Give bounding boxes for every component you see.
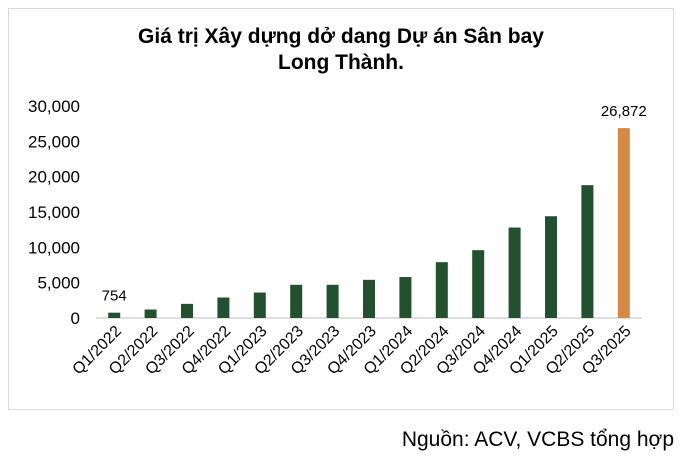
source-note: Nguồn: ACV, VCBS tổng hợp (401, 428, 674, 451)
chart-title: Giá trị Xây dựng dở dang Dự án Sân bay L… (8, 24, 674, 76)
y-tick-label: 0 (71, 309, 80, 328)
bar (144, 309, 157, 318)
data-label: 754 (102, 288, 127, 305)
bar (181, 303, 193, 318)
y-tick-label: 15,000 (28, 203, 80, 222)
chart-frame (8, 8, 674, 410)
bar (399, 277, 412, 318)
bar (253, 292, 266, 318)
data-label: 26,872 (601, 103, 647, 120)
bar (508, 227, 521, 318)
bar (290, 284, 303, 318)
bar (435, 262, 448, 318)
bar (363, 279, 375, 318)
bar (581, 185, 594, 318)
bar (617, 128, 630, 318)
bar (217, 297, 230, 318)
chart-title-line-1: Giá trị Xây dựng dở dang Dự án Sân bay (138, 25, 544, 48)
bar (472, 250, 485, 318)
bar (326, 284, 339, 318)
chart-title-line-2: Long Thành. (278, 51, 404, 74)
y-tick-label: 20,000 (28, 168, 80, 187)
y-tick-label: 30,000 (28, 97, 80, 116)
bar (108, 312, 121, 318)
y-tick-label: 25,000 (28, 132, 80, 151)
y-tick-label: 5,000 (37, 274, 80, 293)
y-tick-label: 10,000 (28, 238, 80, 257)
bar (545, 216, 557, 318)
